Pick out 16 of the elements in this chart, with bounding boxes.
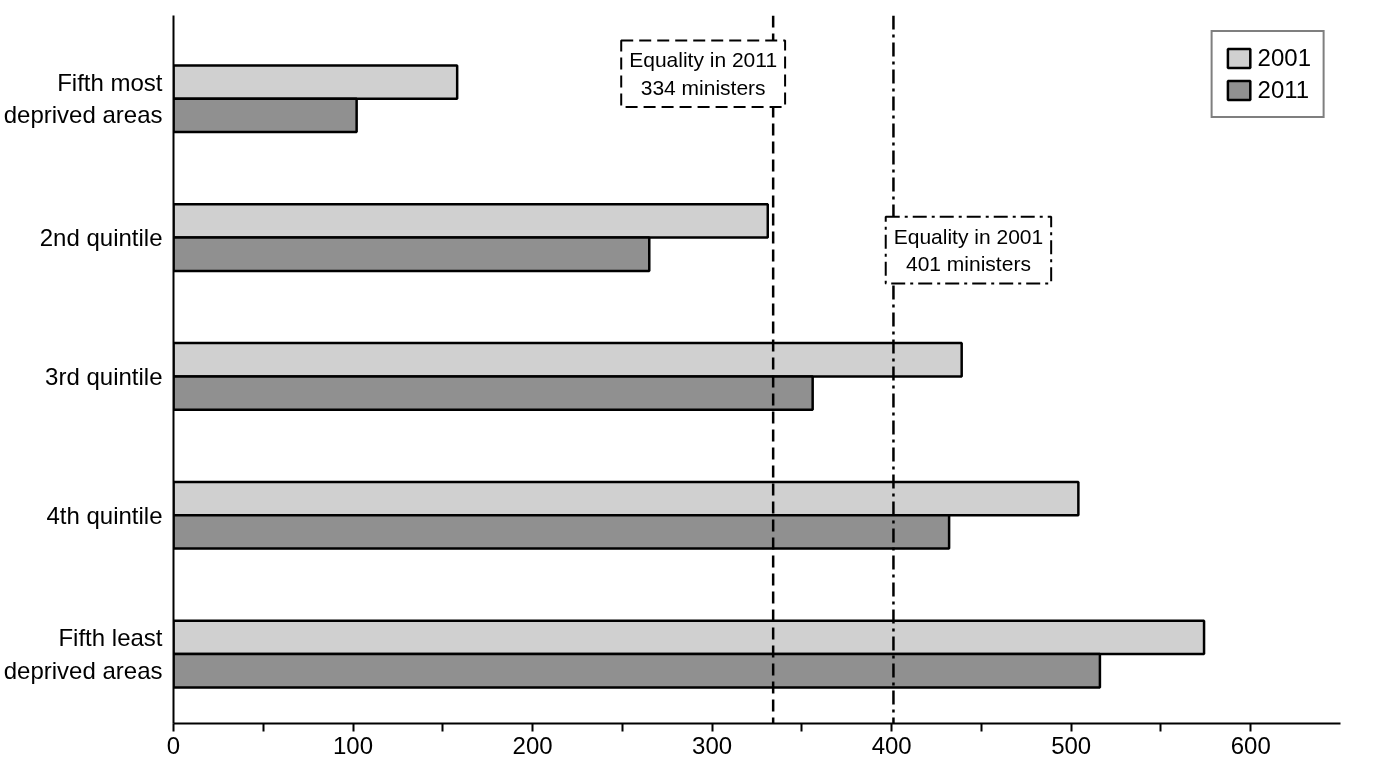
y-tick-label: Fifth most deprived areas (3, 69, 163, 129)
legend-label: 2001 (1257, 44, 1311, 72)
y-tick-label: 4th quintile (46, 501, 163, 529)
x-tick-label: 600 (1230, 731, 1271, 759)
y-tick-label: 3rd quintile (45, 362, 163, 390)
y-tick-label: Fifth least deprived areas (3, 624, 163, 684)
legend-label: 2011 (1257, 76, 1310, 104)
x-tick-label: 300 (692, 731, 733, 759)
x-tick-label: 400 (871, 731, 912, 759)
x-tick-label: 200 (512, 731, 553, 759)
ref-line-label: Equality in 2001 401 ministers (893, 224, 1044, 276)
y-tick-label: 2nd quintile (39, 224, 163, 252)
ref-line-label: Equality in 2011 334 ministers (629, 48, 778, 100)
x-tick-label: 500 (1051, 731, 1092, 759)
x-tick-label: 0 (166, 731, 181, 759)
x-tick-label: 100 (333, 731, 374, 759)
